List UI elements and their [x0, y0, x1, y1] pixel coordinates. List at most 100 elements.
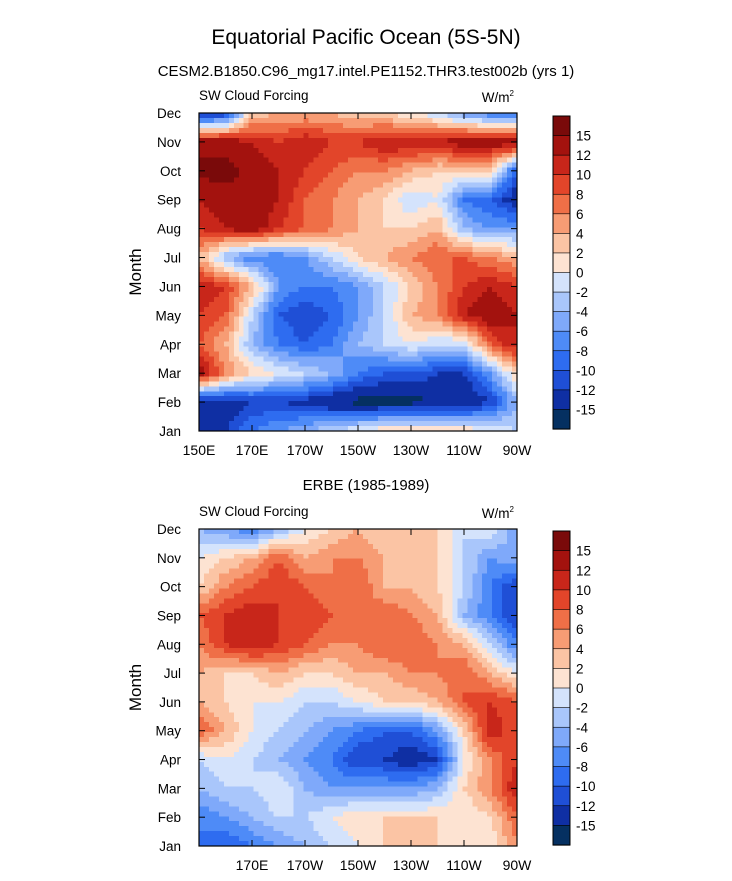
heatmap-cell: [353, 366, 359, 372]
heatmap-cell: [223, 281, 230, 288]
heatmap-cell: [392, 291, 399, 298]
heatmap-cell: [457, 267, 463, 273]
heatmap-cell: [457, 152, 463, 159]
heatmap-cell: [308, 321, 314, 328]
heatmap-cell: [278, 217, 285, 223]
heatmap-cell: [422, 366, 429, 372]
heatmap-cell: [397, 227, 404, 233]
heatmap-cell: [367, 257, 374, 263]
heatmap-cell: [258, 237, 265, 243]
heatmap-cell: [223, 321, 230, 328]
heatmap-cell: [323, 356, 329, 363]
heatmap-cell: [507, 406, 513, 412]
heatmap-cell: [263, 396, 270, 402]
heatmap-cell: [407, 122, 414, 129]
heatmap-cell: [457, 529, 463, 535]
heatmap-cell: [293, 341, 299, 348]
heatmap-cell: [462, 321, 468, 328]
heatmap-cell: [367, 247, 374, 253]
heatmap-cell: [417, 321, 424, 328]
heatmap-cell: [228, 162, 235, 169]
heatmap-cell: [353, 316, 359, 323]
heatmap-cell: [372, 356, 379, 363]
heatmap-cell: [367, 578, 374, 585]
heatmap-cell: [323, 286, 329, 293]
heatmap-cell: [258, 222, 265, 228]
heatmap-cell: [298, 152, 304, 159]
heatmap-cell: [392, 212, 399, 218]
heatmap-cell: [238, 426, 245, 432]
heatmap-cell: [392, 306, 399, 313]
heatmap-cell: [377, 321, 384, 328]
heatmap-cell: [387, 281, 394, 288]
heatmap-cell: [298, 426, 304, 432]
heatmap-cell: [452, 406, 458, 412]
heatmap-cell: [497, 548, 503, 555]
heatmap-cell: [288, 162, 295, 169]
heatmap-cell: [288, 227, 295, 233]
heatmap-cell: [397, 301, 404, 308]
heatmap-cell: [253, 276, 260, 283]
heatmap-cell: [447, 122, 454, 129]
heatmap-cell: [512, 381, 518, 387]
heatmap-cell: [263, 553, 270, 560]
heatmap-cell: [472, 137, 478, 144]
heatmap-cell: [457, 142, 463, 149]
heatmap-cell: [482, 411, 488, 417]
heatmap-cell: [447, 167, 454, 174]
heatmap-cell: [218, 311, 225, 318]
heatmap-cell: [497, 152, 503, 159]
heatmap-cell: [477, 117, 483, 124]
heatmap-cell: [278, 182, 285, 189]
heatmap-cell: [432, 267, 439, 273]
heatmap-cell: [358, 529, 364, 535]
heatmap-cell: [412, 247, 419, 253]
heatmap-cell: [512, 232, 518, 238]
heatmap-cell: [462, 396, 468, 402]
heatmap-cell: [243, 227, 250, 233]
heatmap-cell: [437, 356, 444, 363]
heatmap-cell: [248, 558, 255, 565]
heatmap-cell: [467, 578, 473, 585]
heatmap-cell: [407, 411, 414, 417]
heatmap-cell: [233, 127, 240, 134]
heatmap-cell: [318, 212, 324, 218]
heatmap-cell: [308, 217, 314, 223]
heatmap-cell: [238, 157, 245, 164]
heatmap-cell: [512, 346, 518, 353]
heatmap-cell: [397, 187, 404, 194]
heatmap-cell: [253, 356, 260, 363]
heatmap-cell: [223, 232, 230, 238]
heatmap-cell: [387, 578, 394, 585]
heatmap-cell: [497, 247, 503, 253]
heatmap-cell: [208, 147, 215, 154]
heatmap-cell: [427, 548, 434, 555]
heatmap-cell: [412, 296, 419, 303]
heatmap-cell: [477, 351, 483, 358]
heatmap-cell: [233, 336, 240, 343]
heatmap-cell: [507, 529, 513, 535]
heatmap-cell: [482, 406, 488, 412]
heatmap-cell: [427, 361, 434, 368]
heatmap-cell: [437, 137, 444, 144]
heatmap-cell: [338, 167, 344, 174]
heatmap-cell: [417, 583, 424, 590]
heatmap-cell: [367, 162, 374, 169]
heatmap-cell: [203, 578, 210, 585]
heatmap-cell: [273, 137, 280, 144]
heatmap-cell: [377, 276, 384, 283]
heatmap-cell: [377, 237, 384, 243]
heatmap-cell: [492, 286, 498, 293]
heatmap-cell: [243, 296, 250, 303]
heatmap-cell: [303, 113, 309, 119]
heatmap-cell: [407, 568, 414, 575]
heatmap-cell: [323, 578, 329, 585]
heatmap-cell: [477, 346, 483, 353]
y-tick-label: Jul: [164, 251, 181, 266]
heatmap-cell: [338, 172, 344, 179]
heatmap-cell: [343, 553, 349, 560]
heatmap-cell: [497, 276, 503, 283]
heatmap-cell: [348, 197, 354, 204]
heatmap-cell: [258, 197, 265, 204]
heatmap-cell: [472, 172, 478, 179]
